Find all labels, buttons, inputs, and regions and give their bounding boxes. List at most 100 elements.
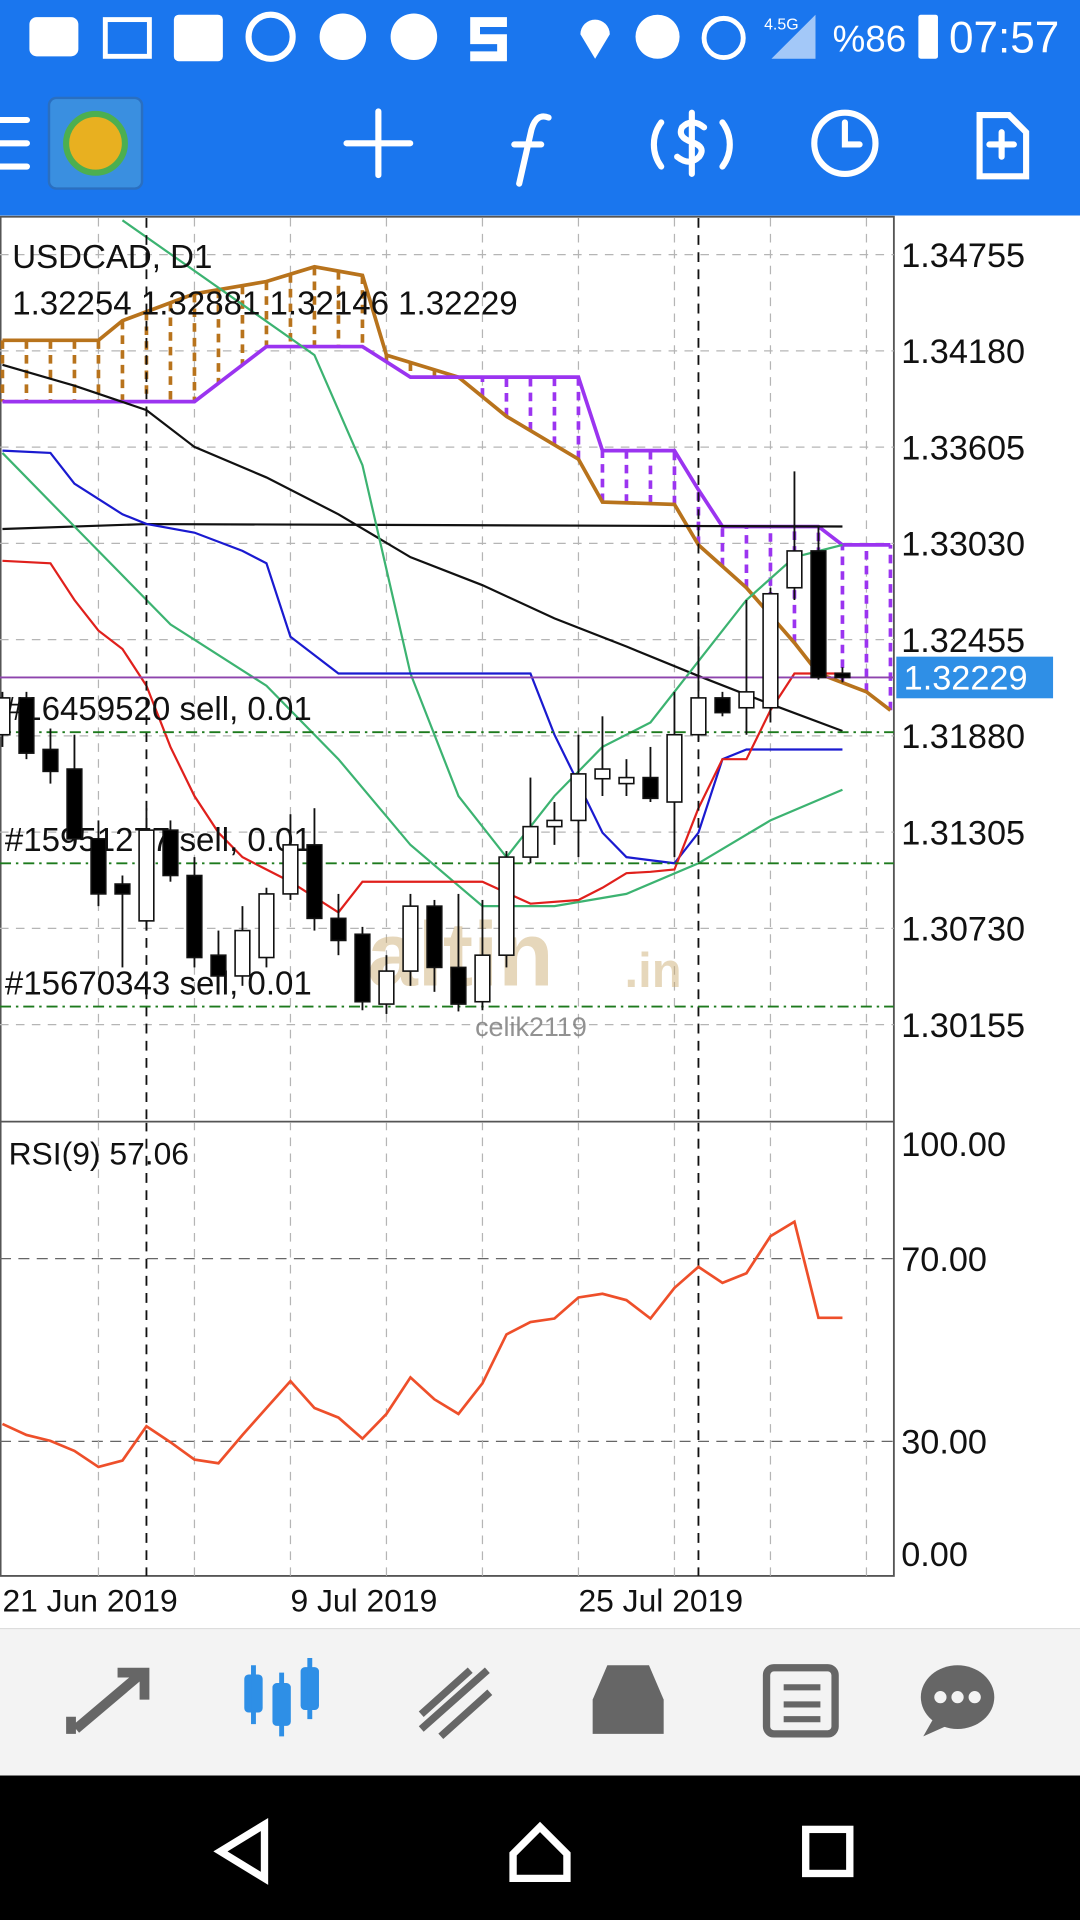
candle-body: [402, 905, 419, 972]
candle-body: [258, 893, 275, 959]
axis-labels: 1.34755 1.34180 1.33605 1.33030 1.32455 1.318…: [2, 237, 1054, 1618]
x-tick-label: 25 Jul 2019: [578, 1582, 743, 1618]
rsi-title: RSI(9) 57.06: [9, 1135, 189, 1171]
y-tick-label: 70.00: [901, 1241, 987, 1279]
y-tick-label: 1.33030: [901, 526, 1025, 564]
candle-body: [378, 970, 395, 1005]
app-header: [0, 0, 1080, 216]
news-lines: [783, 1684, 821, 1723]
clock-hands: [841, 119, 863, 148]
alarm-icon: [701, 15, 746, 60]
candle-body: [570, 773, 587, 822]
symbol-label: USDCAD, D1: [12, 239, 212, 276]
candle-body: [666, 733, 683, 803]
candle-body: [426, 905, 443, 969]
candle-body: [234, 929, 251, 977]
candle-body: [162, 829, 179, 877]
chart-tab[interactable]: [244, 1657, 319, 1737]
notif-dot: [390, 13, 438, 61]
candle-body: [810, 550, 827, 679]
trade-button[interactable]: [650, 109, 733, 177]
chat-dots: [934, 1691, 981, 1704]
new-order-button[interactable]: [976, 112, 1030, 180]
x-tick-label: 9 Jul 2019: [290, 1582, 437, 1618]
candle-body: [714, 697, 731, 714]
candle-body: [282, 844, 299, 895]
crosshair-button[interactable]: [343, 108, 414, 179]
battery-level: %86: [833, 18, 907, 59]
candle-body: [306, 844, 323, 920]
status-icons: [29, 11, 938, 62]
candle-body: [90, 838, 107, 895]
battery-icon: [918, 14, 938, 59]
indicator-line: [1, 452, 843, 908]
menu-button[interactable]: [0, 116, 30, 170]
notif-dot: [319, 13, 367, 61]
candle-body: [522, 825, 539, 858]
app-icon: [470, 17, 507, 62]
recents-button[interactable]: [802, 1825, 854, 1878]
indicators-button[interactable]: [511, 113, 552, 187]
candle-body: [786, 550, 803, 589]
network-label: 4.5G: [764, 16, 798, 33]
logo-mark: [63, 110, 128, 176]
candle-body: [450, 966, 467, 1005]
candle-body: [546, 819, 563, 828]
back-button[interactable]: [213, 1817, 269, 1885]
candle-body: [18, 697, 35, 754]
candle-body: [762, 592, 779, 709]
y-tick-label: 0.00: [901, 1536, 968, 1574]
y-tick-label: 1.33605: [901, 429, 1025, 467]
chat-tail: [923, 1719, 946, 1737]
candle-body: [594, 768, 611, 780]
system-buttons: [213, 1817, 854, 1885]
linkedin-icon: [173, 14, 223, 62]
candle-body: [738, 691, 755, 709]
y-tick-label: 1.30155: [901, 1007, 1025, 1045]
candle-body: [354, 933, 371, 1003]
candle-body: [474, 954, 491, 1003]
y-tick-label: 1.30730: [901, 911, 1025, 949]
candle-body: [330, 917, 347, 942]
current-price-label: 1.32229: [904, 660, 1028, 698]
history-tab[interactable]: [592, 1665, 664, 1734]
system-nav: [0, 1775, 1080, 1920]
y-tick-label: 1.32455: [901, 622, 1025, 660]
clock: 07:57: [949, 14, 1059, 63]
candle-body: [66, 768, 83, 840]
y-tick-label: 30.00: [901, 1424, 987, 1462]
y-tick-label: 1.31880: [901, 718, 1025, 756]
candle-body: [642, 776, 659, 800]
y-tick-label: 1.34180: [901, 333, 1025, 371]
indicator-line: [2, 449, 843, 865]
home-button[interactable]: [509, 1821, 571, 1883]
trade-tab[interactable]: [418, 1667, 493, 1740]
candle-body: [618, 776, 635, 785]
order-label: #16459520 sell, 0.01: [5, 691, 312, 728]
timeframe-button[interactable]: [811, 109, 879, 177]
candle-body: [834, 672, 851, 679]
rsi-plot: [0, 1122, 894, 1576]
signal-icon: [771, 14, 816, 59]
gallery-icon: [102, 17, 152, 59]
y-tick-label: 1.31305: [901, 814, 1025, 852]
bottom-nav: [0, 1628, 1080, 1776]
ohlc-label: 1.32254 1.32881 1.32146 1.32229: [12, 286, 517, 323]
dnd-icon: [635, 14, 680, 59]
indicator-line: [2, 559, 843, 914]
chart-frame: [0, 215, 895, 1577]
candle-body: [0, 697, 11, 736]
main-plot: #16459520 sell, 0.01 #15951277 sell, 0.01…: [0, 217, 894, 1121]
candle-body: [498, 856, 515, 956]
order-label: #15951277 sell, 0.01: [5, 822, 312, 859]
quotes-tab[interactable]: [66, 1667, 150, 1734]
x-tick-label: 21 Jun 2019: [2, 1582, 177, 1618]
watermark-user: celik2119: [475, 1012, 587, 1042]
message-icon: [29, 17, 79, 57]
chrome-icon: [245, 11, 296, 62]
watermark-suffix: .in: [624, 944, 681, 998]
current-price-box: [896, 656, 1054, 699]
news-tab[interactable]: [762, 1664, 839, 1738]
